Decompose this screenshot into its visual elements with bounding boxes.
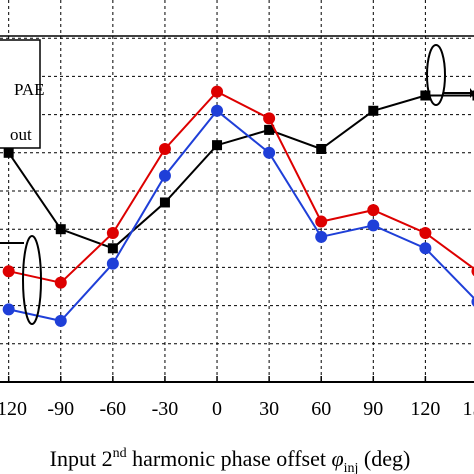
series-1 (2, 85, 474, 289)
data-point-circle (419, 227, 432, 240)
annotation-ellipse-left (22, 235, 42, 325)
annotation-arrowhead-right (470, 88, 474, 98)
data-point-circle (315, 230, 328, 243)
series-line (8, 109, 474, 323)
series-2 (2, 104, 474, 327)
data-series (2, 85, 474, 327)
data-point-square (107, 243, 118, 254)
x-tick-label: 30 (259, 398, 279, 420)
data-point-circle (2, 265, 15, 278)
data-point-square (3, 147, 14, 158)
xlabel-superscript: nd (113, 446, 127, 461)
legend-box (0, 39, 41, 149)
data-point-circle (315, 215, 328, 228)
data-point-circle (2, 303, 15, 316)
data-point-square (420, 90, 431, 101)
x-tick-label: -60 (100, 398, 127, 420)
xlabel-subscript: inj (344, 461, 359, 474)
annotation-ellipse-right (426, 44, 446, 106)
x-tick-label: -120 (0, 398, 27, 420)
x-axis-title: Input 2nd harmonic phase offset φinj (de… (50, 446, 411, 474)
xlabel-middle: harmonic phase offset (127, 446, 332, 471)
data-point-square (212, 140, 223, 151)
data-point-circle (419, 242, 432, 255)
data-point-square (159, 197, 170, 208)
series-line (8, 90, 474, 284)
legend-entry: out (10, 125, 32, 144)
data-point-square (472, 90, 474, 101)
data-point-circle (263, 146, 276, 159)
data-point-square (368, 105, 379, 116)
grid-lines (0, 0, 474, 383)
x-tick-label: 60 (311, 398, 331, 420)
legend: PAE out (0, 39, 45, 149)
x-tick-label: 150 (462, 398, 474, 420)
data-point-circle (158, 142, 171, 155)
x-tick-label: 0 (212, 398, 222, 420)
data-point-circle (471, 266, 474, 277)
annotations (0, 44, 474, 325)
legend-entry: PAE (14, 80, 45, 99)
data-point-circle (106, 257, 119, 270)
data-point-circle (158, 169, 171, 182)
x-tick-label: -90 (47, 398, 74, 420)
x-tick-label: -30 (152, 398, 179, 420)
data-point-square (264, 124, 275, 135)
series-0 (3, 90, 474, 254)
data-point-circle (367, 219, 380, 232)
data-point-circle (211, 85, 224, 98)
data-point-circle (54, 314, 67, 327)
data-point-circle (367, 204, 380, 217)
data-point-square (55, 224, 66, 235)
xlabel-prefix: Input 2 (50, 446, 113, 471)
xlabel-symbol: φ (331, 446, 343, 471)
x-tick-labels: -120 -90 -60 -30 0 30 60 90 120 150 (0, 398, 474, 420)
data-point-circle (106, 227, 119, 240)
x-tick-label: 90 (363, 398, 383, 420)
data-point-square (316, 143, 327, 154)
data-point-circle (263, 112, 276, 125)
data-point-circle (211, 104, 224, 117)
x-tick-label: 120 (410, 398, 440, 420)
series-line (7, 94, 474, 250)
data-point-circle (471, 296, 474, 307)
data-point-circle (54, 276, 67, 289)
xlabel-suffix: (deg) (358, 446, 410, 471)
